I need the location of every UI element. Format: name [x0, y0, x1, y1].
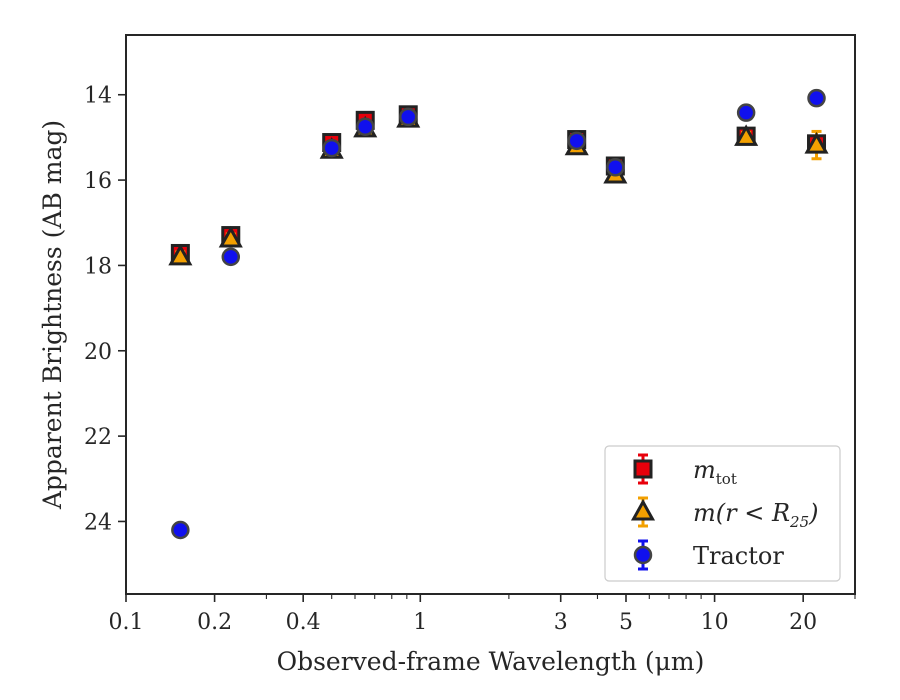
series-2: [171, 88, 826, 540]
legend-box: [604, 445, 841, 582]
y-tick-label: 14: [84, 84, 112, 109]
data-point: [606, 158, 625, 177]
x-tick-label: 1: [413, 610, 427, 635]
legend: mtot m(r < R25) Tractor: [604, 445, 841, 582]
x-tick-label: 0.4: [286, 610, 321, 635]
x-tick-label: 10: [701, 610, 729, 635]
legend-item: mtot: [633, 453, 737, 488]
data-point: [218, 225, 243, 248]
data-point: [734, 124, 759, 146]
y-tick-label: 24: [84, 510, 112, 535]
y-axis-label: Apparent Brightness (AB mag): [38, 120, 67, 510]
legend-marker: [633, 545, 653, 565]
data-point: [168, 243, 193, 266]
legend-item: Tractor: [633, 539, 784, 571]
legend-label: Tractor: [693, 542, 784, 570]
series-1: [168, 105, 829, 266]
legend-label: m(r < R25): [693, 499, 819, 531]
x-tick-label: 3: [554, 610, 568, 635]
x-tick-label: 20: [789, 610, 817, 635]
data-point: [398, 107, 418, 127]
x-tick-label: 0.1: [109, 610, 144, 635]
legend-marker: [633, 459, 653, 479]
legend-item: m(r < R25): [630, 496, 819, 531]
legend-label: mtot: [693, 456, 737, 488]
data-point: [171, 520, 190, 540]
y-tick-label: 18: [84, 254, 112, 279]
x-axis-label: Observed-frame Wavelength (μm): [277, 647, 705, 676]
x-tick-label: 0.2: [197, 610, 232, 635]
data-point: [567, 131, 586, 151]
series-0: [170, 105, 827, 263]
x-tick-label: 5: [619, 610, 633, 635]
legend-marker: [630, 498, 656, 521]
plot-points: [168, 88, 829, 540]
y-tick-label: 20: [84, 340, 112, 365]
data-point: [807, 88, 826, 108]
y-tick-label: 16: [84, 169, 112, 194]
axis-ticks: 0.1 0.2 0.4 1 3 5 10 20 14 16 18 20 22 24: [84, 84, 856, 635]
plot-frame: [125, 34, 856, 595]
data-point: [804, 132, 829, 154]
data-point: [355, 117, 375, 136]
data-point: [221, 247, 241, 267]
data-point: [736, 103, 756, 122]
data-point: [322, 138, 341, 158]
y-tick-label: 22: [84, 425, 112, 450]
